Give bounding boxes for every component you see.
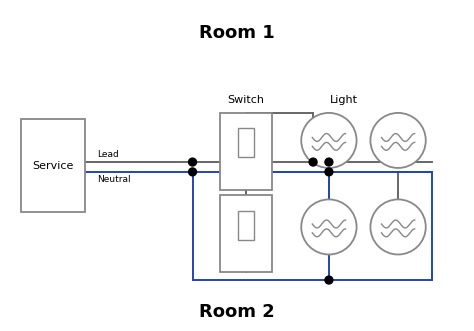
- Text: Room 1: Room 1: [199, 24, 275, 42]
- Text: Light: Light: [330, 95, 358, 105]
- Bar: [220, 196, 272, 272]
- Circle shape: [325, 276, 333, 284]
- Circle shape: [325, 168, 333, 176]
- Bar: [238, 128, 254, 157]
- Bar: [20, 119, 85, 212]
- Text: Neutral: Neutral: [97, 175, 130, 184]
- Text: Lead: Lead: [97, 150, 118, 159]
- Circle shape: [309, 158, 317, 166]
- Circle shape: [370, 199, 426, 255]
- Text: Service: Service: [32, 161, 73, 170]
- Text: Room 2: Room 2: [199, 303, 275, 321]
- Bar: [220, 113, 272, 190]
- Text: Switch: Switch: [228, 95, 264, 105]
- Circle shape: [189, 158, 197, 166]
- Circle shape: [189, 168, 197, 176]
- Bar: [238, 211, 254, 240]
- Circle shape: [325, 158, 333, 166]
- Circle shape: [370, 113, 426, 168]
- Circle shape: [301, 199, 356, 255]
- Circle shape: [301, 113, 356, 168]
